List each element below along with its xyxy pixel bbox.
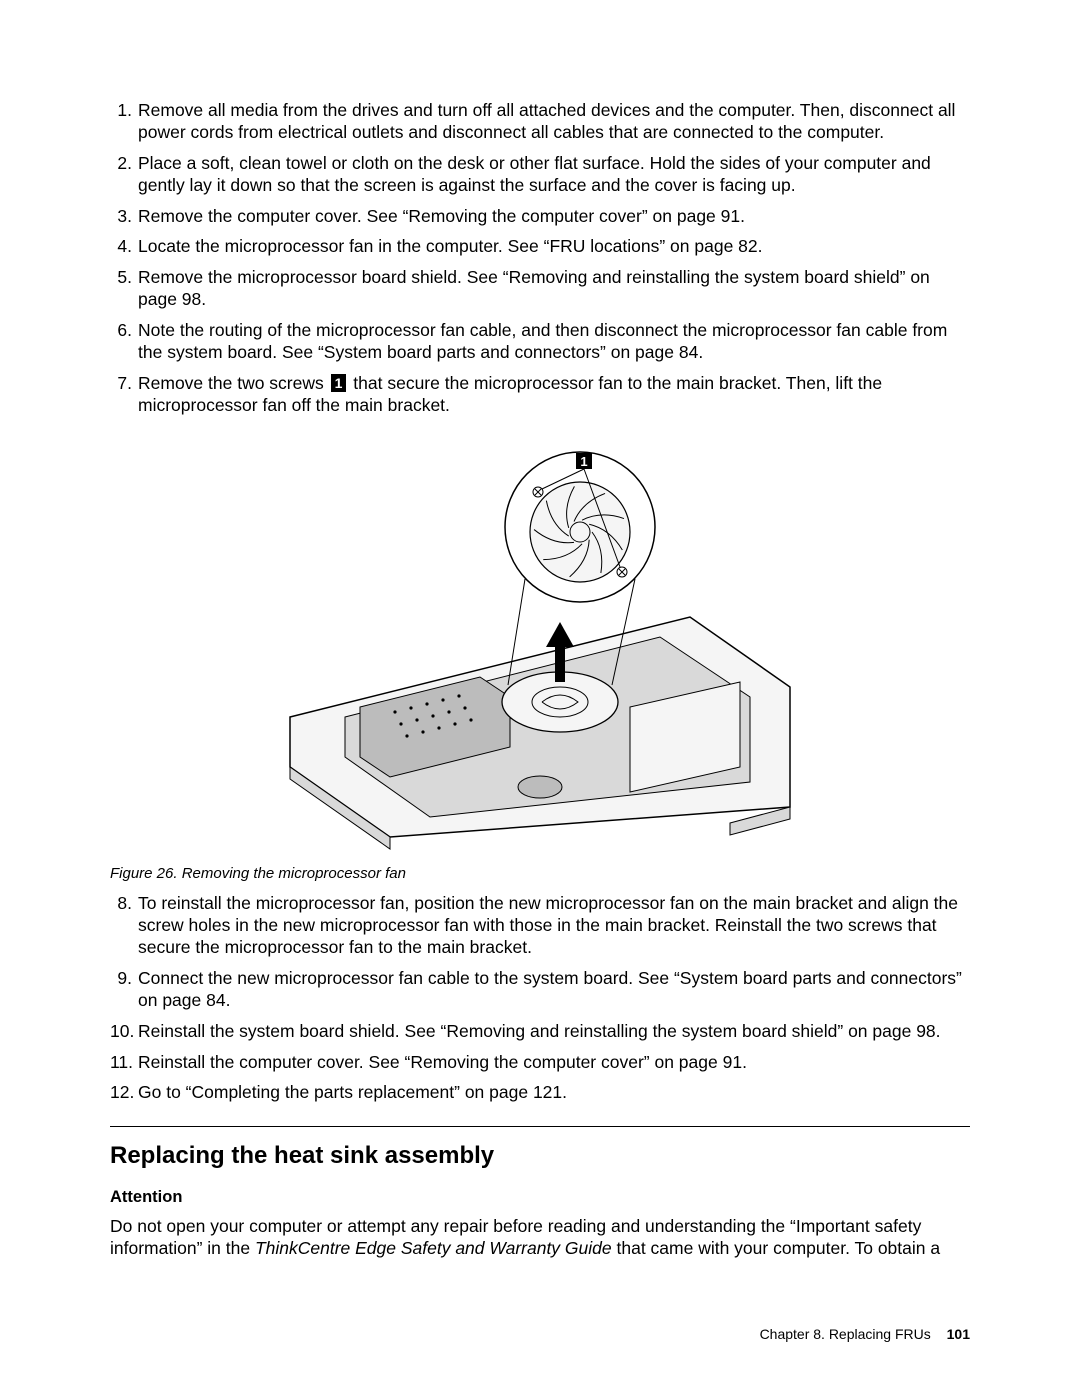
step-number: 7. (110, 373, 132, 395)
instruction-step: 9. Connect the new microprocessor fan cab… (110, 968, 970, 1012)
step-text: Connect the new microprocessor fan cable… (138, 968, 962, 1010)
step-text: Place a soft, clean towel or cloth on th… (138, 153, 931, 195)
step-number: 3. (110, 206, 132, 228)
step-number: 2. (110, 153, 132, 175)
attention-paragraph: Do not open your computer or attempt any… (110, 1216, 970, 1260)
instruction-step: 12. Go to “Completing the parts replaceme… (110, 1082, 970, 1104)
step-number: 4. (110, 236, 132, 258)
figure-caption: Figure 26. Removing the microprocessor f… (110, 865, 970, 884)
attention-text-italic: ThinkCentre Edge Safety and Warranty Gui… (255, 1238, 612, 1258)
instruction-step: 11. Reinstall the computer cover. See “Re… (110, 1052, 970, 1074)
instruction-step: 8. To reinstall the microprocessor fan, p… (110, 893, 970, 959)
instruction-list-bottom: 8. To reinstall the microprocessor fan, p… (110, 893, 970, 1104)
svg-text:1: 1 (580, 454, 587, 469)
instruction-step-7-list: 7. Remove the two screws 1 that secure t… (110, 373, 970, 417)
step-number: 9. (110, 968, 132, 990)
step-text: Reinstall the system board shield. See “… (138, 1021, 941, 1041)
attention-label: Attention (110, 1187, 970, 1208)
instruction-step: 2. Place a soft, clean towel or cloth on … (110, 153, 970, 197)
step-text-before: Remove the two screws (138, 373, 329, 393)
instruction-step: 10. Reinstall the system board shield. Se… (110, 1021, 970, 1043)
page-footer: Chapter 8. Replacing FRUs 101 (760, 1326, 970, 1344)
step-text: To reinstall the microprocessor fan, pos… (138, 893, 958, 957)
section-heading: Replacing the heat sink assembly (110, 1141, 970, 1171)
step-number: 6. (110, 320, 132, 342)
instruction-list-top: 1. Remove all media from the drives and t… (110, 100, 970, 364)
instruction-step: 5. Remove the microprocessor board shield… (110, 267, 970, 311)
step-number: 10. (110, 1021, 132, 1043)
step-text: Note the routing of the microprocessor f… (138, 320, 947, 362)
step-number: 11. (110, 1052, 132, 1074)
step-number: 8. (110, 893, 132, 915)
step-number: 1. (110, 100, 132, 122)
step-text: Reinstall the computer cover. See “Remov… (138, 1052, 747, 1072)
instruction-step: 3. Remove the computer cover. See “Removi… (110, 206, 970, 228)
attention-text-after: that came with your computer. To obtain … (612, 1238, 940, 1258)
step-text: Remove all media from the drives and tur… (138, 100, 955, 142)
footer-chapter: Chapter 8. Replacing FRUs (760, 1326, 931, 1342)
step-number: 12. (110, 1082, 132, 1104)
section-divider (110, 1126, 970, 1127)
page: 1. Remove all media from the drives and t… (0, 0, 1080, 1397)
instruction-step: 1. Remove all media from the drives and t… (110, 100, 970, 144)
step-number: 5. (110, 267, 132, 289)
instruction-step-7: 7. Remove the two screws 1 that secure t… (110, 373, 970, 417)
callout-box-icon: 1 (331, 374, 347, 392)
figure-illustration: 1 (230, 437, 850, 857)
step-text: Remove the microprocessor board shield. … (138, 267, 930, 309)
footer-page-number: 101 (947, 1326, 970, 1342)
instruction-step: 4. Locate the microprocessor fan in the c… (110, 236, 970, 258)
step-text: Go to “Completing the parts replacement”… (138, 1082, 567, 1102)
step-text: Remove the computer cover. See “Removing… (138, 206, 745, 226)
instruction-step: 6. Note the routing of the microprocessor… (110, 320, 970, 364)
step-text: Locate the microprocessor fan in the com… (138, 236, 763, 256)
figure-26: 1 Figure 26. Removing the microprocessor… (110, 437, 970, 884)
